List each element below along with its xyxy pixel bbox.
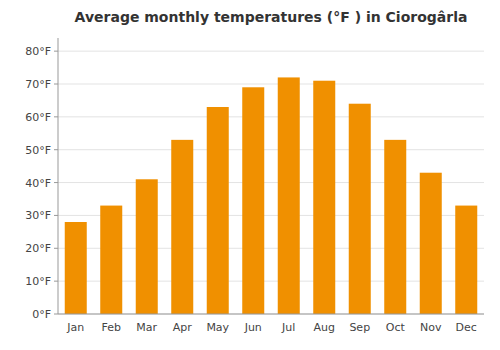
x-tick-label: Mar (136, 321, 157, 334)
y-tick-label: 10°F (25, 275, 51, 288)
grid-line (58, 149, 484, 150)
bars (65, 77, 478, 314)
y-tick (54, 281, 58, 282)
bar (100, 206, 122, 314)
y-axis-ticks: 0°F 10°F 20°F 30°F 40°F 50°F 60°F 70°F 80°F (25, 45, 58, 321)
bar (207, 107, 229, 314)
x-tick-label: Aug (314, 321, 335, 334)
x-tick-label: Jan (66, 321, 84, 334)
bar (171, 140, 193, 314)
bar (420, 173, 442, 314)
x-axis-line (58, 314, 484, 315)
y-tick (54, 248, 58, 249)
bar (349, 104, 371, 314)
x-tick-label: Jul (281, 321, 295, 334)
y-tick (54, 215, 58, 216)
grid-line (58, 51, 484, 52)
bar (242, 87, 264, 314)
y-tick (54, 149, 58, 150)
y-tick-label: 20°F (25, 242, 51, 255)
y-tick (54, 84, 58, 85)
x-tick-label: Apr (173, 321, 193, 334)
y-tick (54, 182, 58, 183)
axes (58, 38, 484, 314)
x-tick-label: Dec (456, 321, 477, 334)
y-tick-label: 30°F (25, 209, 51, 222)
x-tick-label: Sep (349, 321, 370, 334)
y-tick (54, 51, 58, 52)
grid-line (58, 314, 484, 315)
y-axis-line (58, 38, 59, 314)
x-tick-label: Feb (102, 321, 121, 334)
title: Average monthly temperatures (°F ) in Ci… (75, 9, 468, 25)
bar (455, 206, 477, 314)
x-tick-label: Nov (420, 321, 442, 334)
bar (65, 222, 87, 314)
x-tick-label: May (206, 321, 229, 334)
x-axis-ticks: Jan Feb Mar Apr May Jun Jul Aug Sep Oct Nov Dec (66, 321, 477, 334)
y-tick-label: 60°F (25, 111, 51, 124)
grid-line (58, 116, 484, 117)
grid (58, 51, 484, 314)
y-tick-label: 0°F (32, 308, 51, 321)
chart: Average monthly temperatures (°F ) in Ci… (0, 0, 500, 350)
x-tick-label: Jun (244, 321, 262, 334)
x-tick-label: Oct (386, 321, 406, 334)
y-tick (54, 116, 58, 117)
bar (278, 77, 300, 314)
bar (313, 81, 335, 314)
y-tick-label: 50°F (25, 144, 51, 157)
grid-line (58, 84, 484, 85)
y-tick-label: 40°F (25, 177, 51, 190)
bar (384, 140, 406, 314)
bar (136, 179, 158, 314)
y-tick (54, 314, 58, 315)
y-tick-label: 80°F (25, 45, 51, 58)
y-tick-label: 70°F (25, 78, 51, 91)
